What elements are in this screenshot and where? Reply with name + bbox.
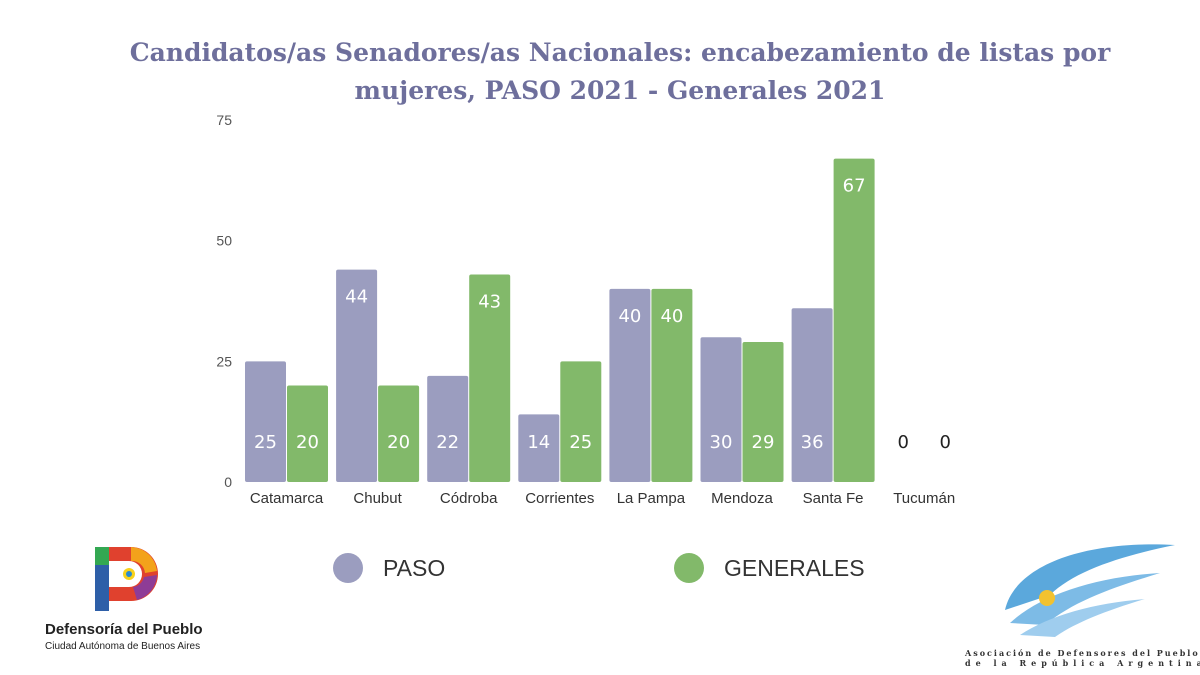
asociacion-logo: Asociación de Defensores del Pueblo de l…: [955, 535, 1200, 670]
y-tick-label: 75: [216, 112, 232, 128]
asociacion-name-line1: Asociación de Defensores del Pueblo: [965, 648, 1200, 658]
data-label-generales: 29: [752, 432, 775, 453]
data-label-generales: 20: [296, 432, 319, 453]
data-label-paso: 36: [801, 432, 824, 453]
bar-paso: [609, 288, 651, 482]
x-category-label: Chubut: [353, 490, 402, 507]
chart-title: Candidatos/as Senadores/as Nacionales: e…: [129, 38, 1111, 105]
x-category-label: Catamarca: [250, 490, 324, 507]
x-category-label: Mendoza: [711, 490, 773, 507]
asociacion-wing-logo-icon: [1005, 544, 1175, 637]
y-tick-label: 25: [216, 353, 232, 369]
legend-label-paso: PASO: [383, 554, 446, 581]
data-label-paso: 14: [527, 432, 550, 453]
asociacion-name-line2: de la República Argentina: [965, 658, 1200, 668]
defensoria-p-logo-icon: [95, 547, 158, 611]
bar-generales: [287, 385, 328, 482]
legend-item-generales: GENERALES: [674, 553, 865, 583]
x-category-label: Santa Fe: [803, 490, 864, 507]
data-label-paso: 30: [710, 432, 733, 453]
x-category-label: Tucumán: [893, 490, 955, 507]
bar-generales: [378, 385, 420, 482]
bar-paso: [518, 414, 560, 482]
data-label-generales: 25: [569, 432, 592, 453]
legend-item-paso: PASO: [333, 553, 445, 583]
x-category-label: La Pampa: [617, 490, 686, 507]
x-category-label: Corrientes: [525, 490, 594, 507]
defensoria-subtitle: Ciudad Autónoma de Buenos Aires: [45, 641, 201, 652]
data-label-generales: 20: [387, 432, 410, 453]
bar-generales: [469, 274, 511, 482]
legend-label-generales: GENERALES: [724, 554, 865, 581]
legend-swatch-paso: [333, 553, 363, 583]
bar-generales: [833, 158, 875, 482]
data-label-paso: 0: [897, 432, 908, 453]
bar-generales: [651, 288, 693, 482]
y-tick-label: 50: [216, 233, 232, 249]
data-label-generales: 40: [660, 306, 683, 327]
data-label-paso: 40: [618, 306, 641, 327]
bar-paso: [791, 308, 833, 482]
defensoria-logo: Defensoría del Pueblo Ciudad Autónoma de…: [45, 545, 215, 655]
legend-swatch-generales: [674, 553, 704, 583]
y-tick-label: 0: [224, 474, 232, 490]
bar-paso: [245, 361, 286, 482]
data-label-paso: 22: [436, 432, 459, 453]
bar-generales: [560, 361, 602, 482]
bar-paso: [427, 375, 469, 482]
bar-generales: [742, 342, 784, 482]
data-label-paso: 44: [345, 287, 368, 308]
x-category-label: Códroba: [440, 490, 498, 507]
defensoria-name: Defensoría del Pueblo: [45, 621, 203, 638]
bar-paso: [336, 269, 378, 482]
data-label-generales: 67: [843, 176, 866, 197]
bar-chart: 0 25 50 75 25 20 Catamarca 44 20 Chubut 22 43 Códrob…: [216, 112, 955, 507]
bar-paso: [700, 337, 742, 482]
data-label-generales: 0: [939, 432, 950, 453]
data-label-generales: 43: [478, 291, 501, 312]
data-label-paso: 25: [254, 432, 277, 453]
